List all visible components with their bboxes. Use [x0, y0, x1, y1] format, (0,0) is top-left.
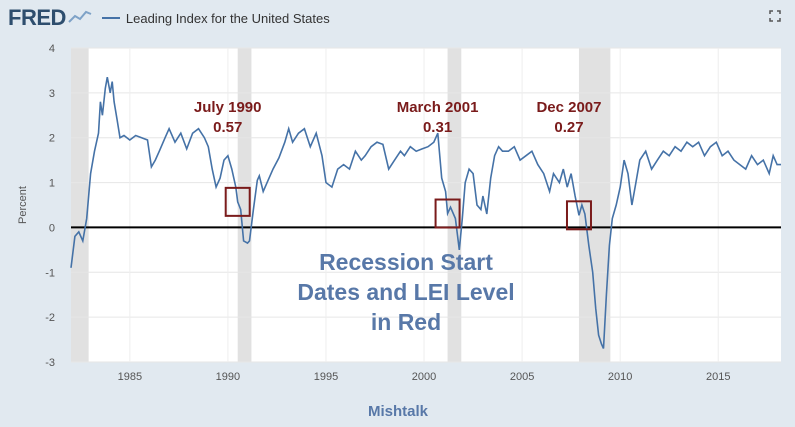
fred-logo-chart-icon — [68, 8, 92, 29]
fullscreen-icon[interactable] — [769, 10, 781, 25]
annotation-date: July 1990 — [194, 99, 262, 116]
annotation-date: March 2001 — [397, 99, 479, 116]
x-axis-ticks: 1985 1990 1995 2000 2005 2010 2015 — [118, 371, 731, 383]
recession-band — [237, 48, 252, 362]
recession-bands — [71, 48, 611, 362]
annotations: July 1990 0.57 March 2001 0.31 Dec 2007 0.27 — [194, 99, 602, 136]
footer-credit: Mishtalk — [368, 403, 429, 420]
annotation-boxes — [224, 186, 592, 231]
annotation-value: 0.27 — [554, 119, 583, 136]
gridlines — [71, 47, 781, 363]
annotation-box — [224, 186, 251, 217]
legend-label: Leading Index for the United States — [125, 10, 330, 26]
recession-band — [71, 48, 89, 362]
annotation-value: 0.57 — [213, 119, 242, 136]
overlay-line: in Red — [371, 309, 441, 335]
x-tick-label: 2005 — [510, 371, 534, 383]
y-tick-label: -1 — [45, 267, 55, 279]
x-tick-label: 2000 — [412, 371, 436, 383]
annotation-date: Dec 2007 — [536, 99, 601, 116]
y-tick-label: -2 — [45, 312, 55, 324]
y-tick-label: -3 — [45, 357, 55, 369]
x-tick-label: 1985 — [118, 371, 142, 383]
y-tick-label: 4 — [49, 43, 55, 55]
annotation-value: 0.31 — [423, 119, 452, 136]
overlay-line: Dates and LEI Level — [297, 279, 514, 305]
x-tick-label: 1990 — [216, 371, 240, 383]
y-tick-label: 2 — [49, 133, 55, 145]
annotation-box — [434, 198, 461, 229]
legend-swatch — [101, 17, 120, 19]
y-tick-label: 0 — [49, 222, 55, 234]
y-tick-label: 3 — [49, 88, 55, 100]
recession-band — [447, 48, 462, 362]
y-tick-label: 1 — [49, 178, 55, 190]
y-axis-ticks: -3 -2 -1 0 1 2 3 4 — [45, 43, 55, 369]
overlay-line: Recession Start — [319, 249, 493, 275]
y-axis-label: Percent — [17, 186, 29, 224]
lei-series-line — [70, 77, 781, 349]
x-tick-label: 2015 — [706, 371, 730, 383]
plot-area — [71, 48, 781, 362]
overlay-text: Recession Start Dates and LEI Level in Red — [297, 249, 514, 335]
chart-header: FRED Leading Index for the United States — [8, 4, 330, 32]
annotation-box — [565, 200, 592, 231]
x-tick-label: 2010 — [608, 371, 632, 383]
x-tick-label: 1995 — [314, 371, 338, 383]
fred-logo[interactable]: FRED — [8, 5, 66, 30]
